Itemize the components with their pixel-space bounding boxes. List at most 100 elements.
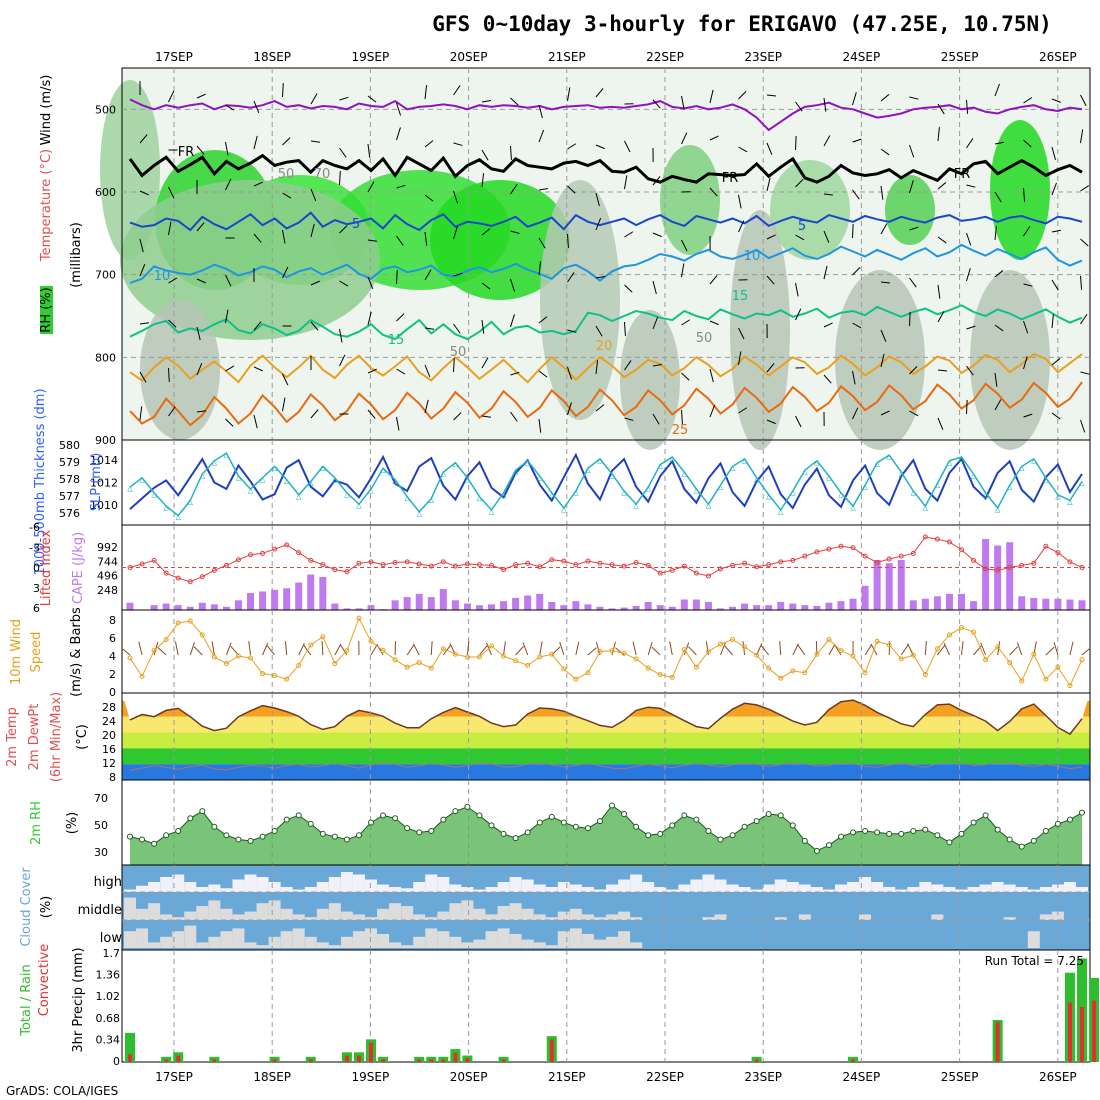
cloud-low-bar — [581, 934, 594, 948]
date-label-bottom: 23SEP — [744, 1070, 782, 1084]
rh-point — [1079, 809, 1085, 816]
li-point — [862, 553, 868, 559]
panel-frame — [121, 949, 1091, 1063]
thickness-marker: △ — [368, 486, 374, 496]
cloud-high-bar — [328, 877, 341, 892]
wind-barb — [310, 280, 320, 286]
cape-tick: 248 — [97, 584, 118, 597]
cloud-low-bar — [413, 936, 426, 948]
wind-barb — [424, 327, 435, 330]
cloud-high-bar — [654, 887, 667, 892]
li-point — [308, 557, 314, 563]
wind-barb — [139, 406, 143, 421]
wind-speed-point — [211, 654, 217, 660]
wind-speed-point — [814, 651, 820, 657]
rh-point — [343, 836, 350, 843]
wind-barb — [795, 282, 799, 297]
li-point — [790, 557, 796, 563]
li-point — [802, 553, 808, 559]
date-label-bottom: 18SEP — [253, 1070, 291, 1084]
cape-bar — [295, 582, 303, 610]
precip-convective-bar — [429, 1059, 434, 1062]
cloud-middle-bar — [413, 914, 426, 920]
wind-barb — [396, 313, 405, 322]
wind-barb — [880, 329, 887, 342]
wind-speed-point — [1007, 660, 1013, 666]
wind10-barb — [960, 641, 964, 656]
rh-point — [404, 825, 411, 832]
date-label-top: 26SEP — [1039, 50, 1077, 64]
precip-convective-bar — [453, 1052, 458, 1062]
precip-convective-bar — [272, 1059, 277, 1062]
wind10-barb — [632, 641, 637, 656]
cloud-low-bar — [389, 942, 402, 948]
cloud-low-bar — [136, 928, 149, 948]
wind-speed-point — [356, 615, 362, 621]
wind10m-panel: 8 6 4 2 0 10m Wind Speed (m/s) & Barbs — [9, 607, 1091, 699]
wind-barb — [624, 140, 631, 153]
precip-convective-bar — [549, 1039, 554, 1062]
wind-barb — [880, 353, 885, 368]
ylabel-cloud-2: (%) — [39, 896, 54, 919]
wind-barb — [310, 321, 319, 331]
ylabel-precip-1: Total / Rain — [19, 964, 34, 1037]
rh-point — [416, 829, 423, 836]
cloud-high-bar — [124, 889, 136, 892]
thickness-marker: △ — [212, 458, 218, 468]
wind-speed-point — [669, 674, 675, 680]
wind-speed-point — [742, 644, 748, 650]
wind-barb — [880, 223, 888, 235]
rh-point — [1054, 820, 1061, 827]
wind-barb — [538, 188, 549, 191]
precip-convective-bar — [212, 1059, 217, 1062]
wind-barb — [367, 181, 375, 193]
thickness-marker: △ — [983, 490, 989, 500]
wind-barb — [253, 233, 262, 243]
wind-barb — [424, 194, 434, 202]
wind10-barb — [828, 643, 836, 656]
cloud-high-bar — [340, 872, 353, 892]
wind10-barb — [936, 645, 946, 656]
cloud-high-bar — [847, 882, 860, 892]
rh-point — [994, 826, 1001, 833]
cape-bar — [1018, 596, 1026, 610]
li-point — [958, 547, 964, 553]
wind-speed-point — [621, 650, 627, 656]
thickness-marker: △ — [139, 475, 145, 485]
precip-tick: 1.36 — [96, 969, 121, 982]
wind-speed-point — [802, 670, 808, 676]
li-point — [248, 552, 254, 558]
wind10-barb — [559, 642, 565, 656]
wind-barb — [909, 312, 911, 327]
wind-barb — [1051, 412, 1061, 420]
thickness-marker: △ — [320, 463, 326, 473]
li-tick: 3 — [33, 582, 40, 595]
cape-bar — [644, 601, 652, 610]
thickness-marker: △ — [826, 473, 832, 483]
wind-speed-point — [549, 651, 555, 657]
wind-barb — [510, 278, 516, 292]
rh-contour-fill — [120, 180, 380, 340]
ylabel-cloud-1: Cloud Cover — [19, 867, 34, 947]
wind10-barb — [924, 641, 927, 656]
wind-barb — [339, 147, 347, 158]
temp-tick: 28 — [102, 701, 116, 714]
cape-bar — [415, 593, 423, 610]
cloud-high-bar — [618, 879, 631, 892]
wind10-barb — [174, 641, 179, 656]
thickness-marker: △ — [224, 450, 230, 460]
rh-point — [488, 822, 495, 829]
wind-barb — [652, 232, 662, 238]
rh-tick: 70 — [94, 792, 108, 805]
wind-barb — [424, 231, 428, 246]
li-point — [657, 570, 663, 576]
rh-point — [295, 812, 302, 819]
cloud-high-bar — [1039, 887, 1052, 892]
wind-barb — [282, 137, 291, 146]
cloud-middle-bar — [593, 917, 606, 920]
date-label-top: 20SEP — [450, 50, 488, 64]
thickness-tick: 579 — [59, 456, 80, 469]
wind10-barb — [1016, 642, 1023, 656]
ylabel-precip-2: Convective — [37, 944, 52, 1017]
wind-barb — [1023, 225, 1031, 237]
